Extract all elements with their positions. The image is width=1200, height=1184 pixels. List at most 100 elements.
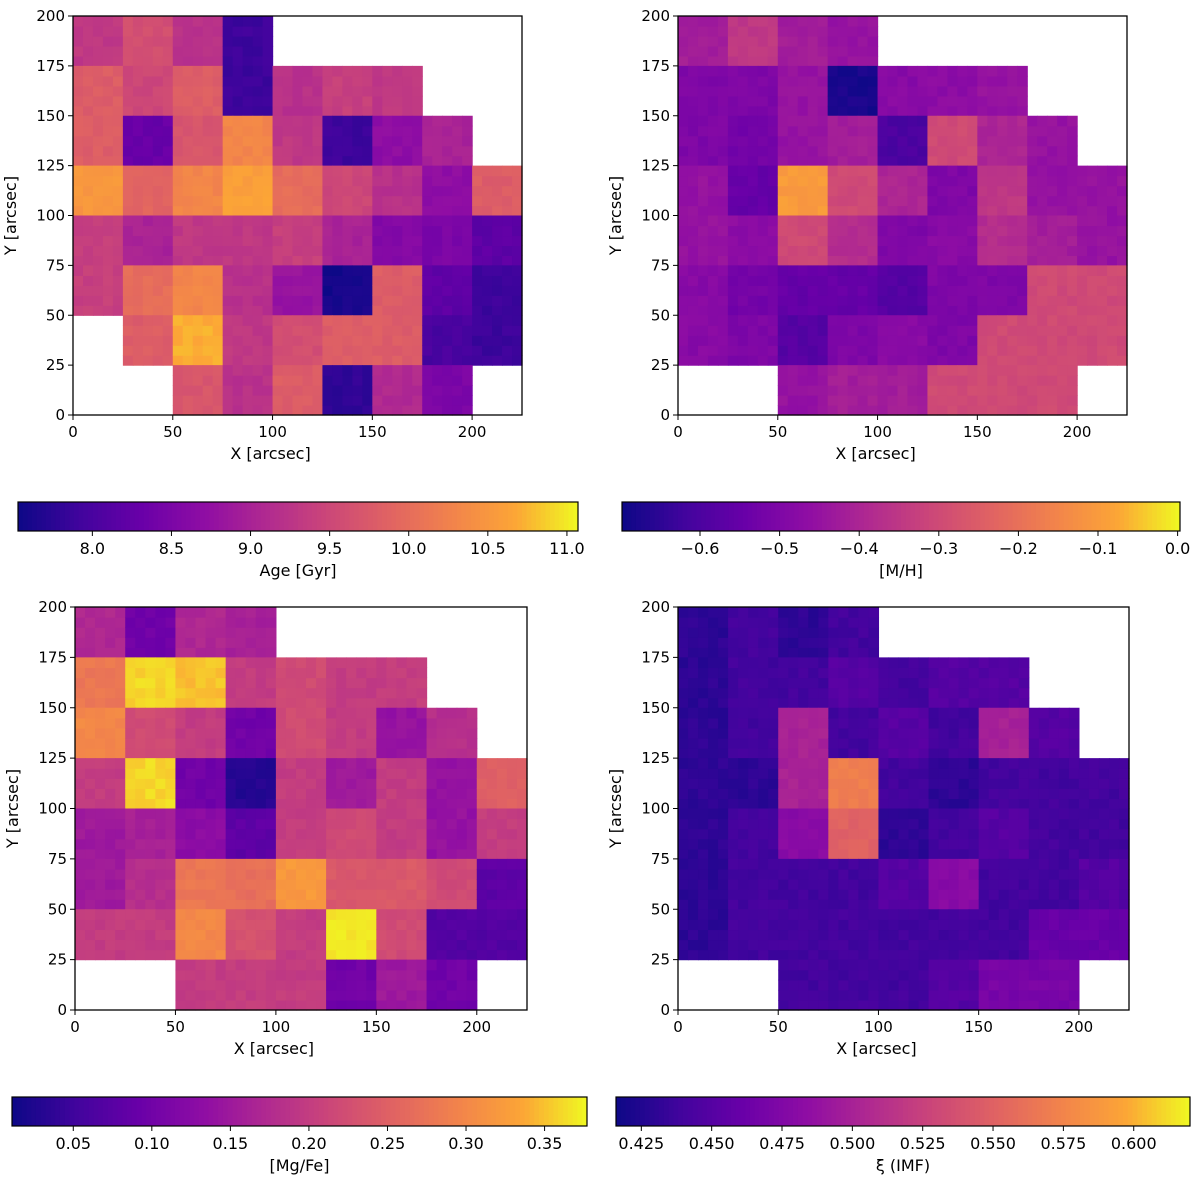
- heatmap-bin: [707, 25, 719, 37]
- heatmap-bin: [362, 205, 373, 217]
- heatmap-bin: [366, 818, 377, 830]
- heatmap-bin: [867, 195, 879, 207]
- heatmap-bin: [262, 225, 274, 237]
- heatmap-bin: [73, 245, 84, 256]
- heatmap-bin: [987, 65, 998, 77]
- heatmap-bin: [346, 808, 357, 820]
- heatmap-bin: [857, 345, 869, 356]
- heatmap-bin: [412, 235, 423, 247]
- heatmap-bin: [797, 175, 809, 187]
- heatmap-bin: [326, 758, 337, 769]
- heatmap-bin: [807, 275, 819, 286]
- heatmap-bin: [456, 707, 468, 719]
- heatmap-bin: [272, 105, 284, 117]
- heatmap-bin: [426, 939, 438, 951]
- heatmap-bin: [678, 125, 689, 137]
- heatmap-bin: [195, 909, 207, 920]
- heatmap-bin: [212, 55, 224, 67]
- heatmap-bin: [295, 939, 307, 951]
- colorbar-segment: [203, 1097, 209, 1126]
- colorbar-segment: [803, 502, 809, 531]
- y-tick-label: 125: [38, 749, 67, 767]
- heatmap-bin: [967, 135, 978, 147]
- heatmap-bin: [152, 16, 164, 27]
- heatmap-bin: [122, 185, 134, 197]
- heatmap-bin: [867, 95, 879, 107]
- heatmap-bin: [422, 205, 433, 217]
- heatmap-bin: [192, 315, 204, 326]
- colorbar-segment: [461, 502, 467, 531]
- heatmap-bin: [95, 717, 106, 729]
- heatmap-bin: [502, 205, 513, 217]
- heatmap-bin: [1007, 115, 1018, 127]
- heatmap-bin: [372, 75, 383, 87]
- heatmap-bin: [396, 929, 408, 941]
- heatmap-bin: [346, 788, 357, 800]
- heatmap-bin: [426, 979, 438, 991]
- colorbar-segment: [307, 502, 313, 531]
- heatmap-bin: [406, 838, 418, 850]
- heatmap-bin: [332, 95, 343, 107]
- heatmap-bin: [452, 365, 463, 376]
- heatmap-bin: [366, 657, 377, 669]
- heatmap-bin: [336, 979, 347, 991]
- heatmap-bin: [937, 75, 948, 87]
- colorbar-segment: [64, 1097, 70, 1126]
- heatmap-bin: [426, 748, 438, 759]
- heatmap-bin: [162, 115, 174, 127]
- heatmap-bin: [486, 788, 498, 800]
- heatmap-bin: [82, 185, 94, 197]
- heatmap-bin: [135, 687, 146, 699]
- heatmap-bin: [132, 135, 144, 147]
- heatmap-bin: [155, 788, 166, 800]
- colorbar-segment: [1007, 502, 1014, 531]
- heatmap-bin: [175, 607, 187, 618]
- heatmap-bin: [356, 979, 367, 991]
- heatmap-bin: [837, 245, 849, 256]
- heatmap-bin: [135, 637, 146, 648]
- heatmap-bin: [382, 165, 393, 177]
- heatmap-bin: [145, 717, 156, 729]
- heatmap-bin: [262, 395, 274, 406]
- heatmap-bin: [275, 999, 287, 1011]
- heatmap-bin: [202, 65, 214, 77]
- heatmap-bin: [757, 16, 769, 27]
- heatmap-bin: [442, 245, 453, 256]
- heatmap-bin: [376, 949, 387, 961]
- heatmap-bin: [472, 285, 483, 296]
- heatmap-bin: [392, 375, 403, 386]
- heatmap-bin: [155, 919, 166, 931]
- heatmap-bin: [426, 808, 438, 820]
- heatmap-bin: [182, 385, 194, 396]
- heatmap-bin: [472, 335, 483, 346]
- heatmap-bin: [145, 727, 156, 739]
- heatmap-bin: [82, 175, 94, 187]
- heatmap-bin: [847, 55, 859, 67]
- heatmap-bin: [917, 125, 929, 137]
- heatmap-bin: [506, 889, 518, 900]
- heatmap-bin: [727, 95, 739, 107]
- heatmap-bin: [105, 617, 116, 628]
- heatmap-bin: [422, 115, 433, 127]
- heatmap-bin: [887, 195, 899, 207]
- colorbar-segment: [396, 502, 402, 531]
- heatmap-bin: [272, 315, 284, 326]
- heatmap-bin: [372, 375, 383, 386]
- heatmap-bin: [205, 667, 217, 679]
- heatmap-bin: [175, 808, 187, 820]
- heatmap-bin: [255, 627, 267, 638]
- heatmap-bin: [85, 899, 96, 910]
- heatmap-bin: [316, 989, 327, 1001]
- heatmap-bin: [502, 325, 513, 336]
- heatmap-bin: [927, 355, 939, 366]
- heatmap-bin: [212, 185, 224, 197]
- heatmap-bin: [192, 85, 204, 97]
- heatmap-bin: [797, 325, 809, 336]
- heatmap-bin: [426, 848, 438, 860]
- heatmap-bin: [356, 909, 367, 920]
- heatmap-bin: [456, 909, 468, 920]
- heatmap-bin: [362, 215, 373, 227]
- colorbar-tick-label: −0.3: [919, 539, 958, 558]
- heatmap-bin: [492, 305, 503, 316]
- heatmap-bin: [476, 868, 488, 880]
